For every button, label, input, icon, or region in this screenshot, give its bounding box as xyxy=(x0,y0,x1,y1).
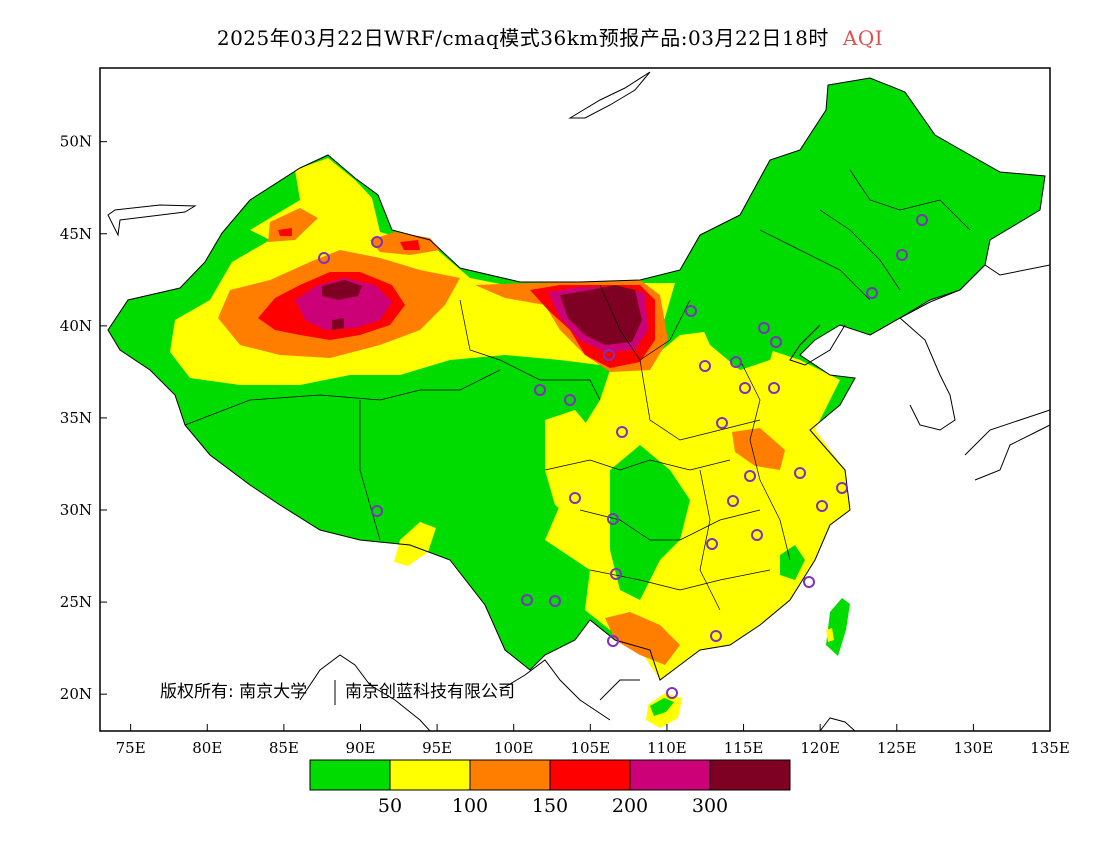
station-marker xyxy=(534,384,546,396)
region-hazardous-xj-2 xyxy=(332,318,344,330)
x-tick-label: 135E xyxy=(1030,739,1070,757)
title-variable: AQI xyxy=(842,26,884,50)
station-marker xyxy=(371,236,383,248)
x-tick-label: 90E xyxy=(345,739,375,757)
station-marker xyxy=(521,594,533,606)
x-tick-label: 110E xyxy=(647,739,687,757)
x-tick-label: 100E xyxy=(494,739,534,757)
colorbar-label: 300 xyxy=(692,795,728,817)
colorbar-label: 150 xyxy=(532,795,568,817)
station-marker xyxy=(706,538,718,550)
colorbar-label: 100 xyxy=(452,795,488,817)
station-marker xyxy=(371,505,383,517)
x-tick-label: 75E xyxy=(116,739,146,757)
station-marker xyxy=(866,287,878,299)
region-moderate-east xyxy=(545,330,850,680)
x-tick-label: 95E xyxy=(422,739,452,757)
colorbar-swatch xyxy=(549,759,631,791)
station-marker xyxy=(699,360,711,372)
y-axis: 20N 25N 30N 35N 40N 45N 50N xyxy=(60,133,107,703)
y-tick-label: 25N xyxy=(60,593,92,611)
station-marker xyxy=(794,467,806,479)
station-marker xyxy=(569,492,581,504)
china-outline xyxy=(107,77,1046,681)
y-tick-label: 50N xyxy=(60,133,92,151)
region-very-unhealthy-xj xyxy=(295,278,392,330)
y-tick-label: 40N xyxy=(60,317,92,335)
station-marker xyxy=(610,568,622,580)
station-marker xyxy=(603,349,615,361)
station-marker xyxy=(916,214,928,226)
region-hainan-green xyxy=(650,698,674,716)
x-tick-label: 85E xyxy=(269,739,299,757)
station-marker xyxy=(710,630,722,642)
region-moderate-tibet xyxy=(394,522,436,566)
copyright-text-2: 南京创蓝科技有限公司 xyxy=(345,682,515,702)
station-marker xyxy=(744,470,756,482)
map-frame xyxy=(99,67,1051,732)
station-marker xyxy=(727,495,739,507)
colorbar: 50 100 150 200 300 xyxy=(309,759,791,817)
station-marker xyxy=(666,687,678,699)
region-taiwan-yellow xyxy=(826,628,834,642)
station-marker xyxy=(751,529,763,541)
copyright-text: 版权所有: 南京大学 xyxy=(160,682,307,702)
station-marker xyxy=(685,305,697,317)
region-good-se xyxy=(780,545,805,580)
y-tick-label: 45N xyxy=(60,225,92,243)
colorbar-swatch xyxy=(709,759,791,791)
colorbar-swatch xyxy=(469,759,551,791)
x-tick-label: 105E xyxy=(571,739,611,757)
station-marker xyxy=(607,513,619,525)
x-tick-label: 115E xyxy=(724,739,764,757)
region-unhealthy-small-2 xyxy=(278,228,292,236)
map-title: 2025年03月22日WRF/cmaq模式36km预报产品:03月22日18时 A… xyxy=(0,22,1100,51)
region-unhealthy-sensitive-gx xyxy=(605,612,680,665)
station-marker xyxy=(836,482,848,494)
colorbar-swatch xyxy=(629,759,711,791)
station-marker xyxy=(616,426,628,438)
y-tick-label: 20N xyxy=(60,685,92,703)
x-tick-label: 80E xyxy=(192,739,222,757)
colorbar-label: 50 xyxy=(378,795,402,817)
station-marker xyxy=(803,576,815,588)
x-tick-label: 125E xyxy=(877,739,917,757)
station-marker xyxy=(896,249,908,261)
region-unhealthy-sensitive-hb xyxy=(732,428,785,470)
x-tick-label: 130E xyxy=(954,739,994,757)
colorbar-label: 200 xyxy=(612,795,648,817)
region-good-ne xyxy=(690,290,780,370)
region-moderate-sichuan xyxy=(545,410,610,520)
station-marker xyxy=(770,336,782,348)
region-hazardous-xj xyxy=(322,280,362,300)
region-taiwan xyxy=(826,598,850,656)
station-marker xyxy=(758,322,770,334)
station-marker xyxy=(716,417,728,429)
x-tick-label: 120E xyxy=(800,739,840,757)
region-unhealthy-small xyxy=(400,240,420,250)
station-markers xyxy=(318,214,928,699)
y-tick-label: 35N xyxy=(60,409,92,427)
region-good-central xyxy=(610,445,690,600)
station-marker xyxy=(318,252,330,264)
aqi-field: 版权所有: 南京大学 南京创蓝科技有限公司 xyxy=(107,71,1050,731)
colorbar-swatch xyxy=(389,759,471,791)
title-main: 2025年03月22日WRF/cmaq模式36km预报产品:03月22日18时 xyxy=(216,26,829,50)
station-marker xyxy=(739,382,751,394)
colorbar-swatch xyxy=(309,759,391,791)
x-axis: 75E 80E 85E 90E 95E 100E 105E 110E 115E 120E 125E 1… xyxy=(116,724,1070,757)
station-marker xyxy=(564,394,576,406)
y-tick-label: 30N xyxy=(60,501,92,519)
station-marker xyxy=(730,356,742,368)
region-hazardous-im xyxy=(560,285,642,345)
station-marker xyxy=(816,500,828,512)
coastlines xyxy=(107,71,1050,731)
station-marker xyxy=(768,382,780,394)
province-boundaries xyxy=(184,169,971,611)
station-marker xyxy=(549,595,561,607)
station-marker xyxy=(607,635,619,647)
